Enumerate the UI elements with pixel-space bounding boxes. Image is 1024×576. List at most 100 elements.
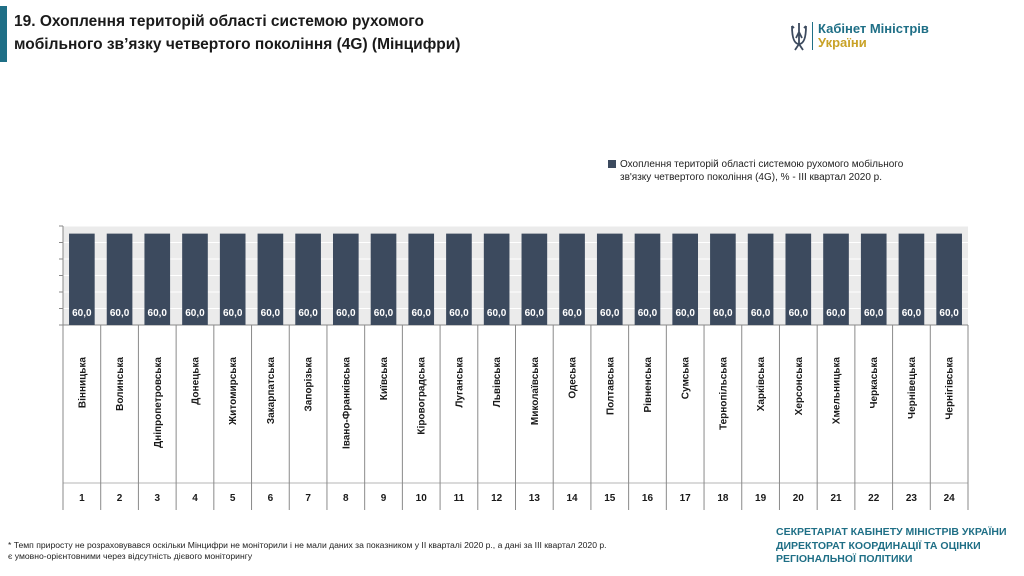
footnote: * Темп приросту не розраховувався оскіль…	[8, 540, 748, 562]
logo-separator	[812, 22, 813, 50]
data-label: 60,0	[826, 308, 846, 319]
category-number: 14	[567, 493, 579, 504]
data-label: 60,0	[374, 308, 394, 319]
category-label: Рівненська	[643, 357, 654, 413]
category-number: 17	[680, 493, 692, 504]
bar	[219, 233, 246, 325]
data-label: 60,0	[562, 308, 582, 319]
category-label: Херсонська	[794, 357, 805, 416]
data-label: 60,0	[675, 308, 695, 319]
data-label: 60,0	[449, 308, 469, 319]
category-label: Черкаська	[869, 357, 880, 409]
category-number: 3	[154, 493, 160, 504]
category-label: Вінницька	[77, 357, 88, 409]
category-label: Харківська	[756, 357, 767, 412]
category-label: Луганська	[454, 357, 465, 408]
category-number: 22	[868, 493, 880, 504]
data-label: 60,0	[110, 308, 130, 319]
secretariat-line3: РЕГІОНАЛЬНОЇ ПОЛІТИКИ	[776, 553, 913, 565]
bar	[823, 233, 849, 325]
title-accent-bar	[0, 6, 7, 62]
footnote-line2: є умовно-орієнтовними через відсутність …	[8, 551, 253, 561]
data-label: 60,0	[600, 308, 620, 319]
category-label: Сумська	[681, 357, 692, 400]
bar	[182, 233, 208, 325]
bar	[257, 233, 284, 325]
data-label: 60,0	[411, 308, 431, 319]
category-number: 10	[416, 493, 428, 504]
category-label: Донецька	[190, 357, 201, 405]
cabinet-logo: Кабінет Міністрів України	[790, 20, 950, 54]
data-label: 60,0	[185, 308, 205, 319]
bar	[370, 233, 397, 325]
legend-label-line2: зв'язку четвертого покоління (4G), % - І…	[620, 172, 883, 183]
category-number: 21	[830, 493, 842, 504]
bar	[483, 233, 510, 325]
category-label: Тернопільська	[718, 357, 729, 430]
secretariat-line1: СЕКРЕТАРІАТ КАБІНЕТУ МІНІСТРІВ УКРАЇНИ	[776, 526, 1007, 538]
data-label: 60,0	[261, 308, 281, 319]
bar	[446, 233, 472, 325]
data-label: 60,0	[902, 308, 922, 319]
data-label: 60,0	[298, 308, 318, 319]
category-number: 9	[381, 493, 387, 504]
category-number: 6	[268, 493, 274, 504]
bar	[332, 233, 359, 325]
bar	[936, 233, 962, 325]
data-label: 60,0	[525, 308, 545, 319]
category-label: Полтавська	[605, 357, 616, 415]
bar	[106, 233, 133, 325]
secretariat-line2: ДИРЕКТОРАТ КООРДИНАЦІЇ ТА ОЦІНКИ	[776, 539, 981, 552]
data-label: 60,0	[487, 308, 507, 319]
bar	[144, 233, 171, 325]
category-label: Кіровоградська	[417, 357, 428, 435]
category-number: 5	[230, 493, 236, 504]
category-number: 8	[343, 493, 349, 504]
data-label: 60,0	[336, 308, 356, 319]
data-label: 60,0	[148, 308, 168, 319]
chart-legend: Охоплення територій області системою рух…	[608, 158, 938, 184]
category-number: 18	[717, 493, 729, 504]
category-label: Івано-Франківська	[341, 357, 352, 449]
category-label: Чернівецька	[907, 357, 918, 419]
bar	[521, 233, 548, 325]
category-number: 4	[192, 493, 198, 504]
bar	[672, 233, 699, 325]
bar	[559, 233, 585, 325]
trident-icon	[791, 23, 807, 51]
category-number: 2	[117, 493, 123, 504]
data-label: 60,0	[638, 308, 658, 319]
footnote-line1: * Темп приросту не розраховувався оскіль…	[8, 540, 607, 550]
page-title-line1: 19. Охоплення територій області системою…	[14, 13, 425, 30]
data-label: 60,0	[72, 308, 92, 319]
legend-label-line1: Охоплення територій області системою рух…	[620, 159, 904, 170]
category-label: Чернігівська	[945, 357, 956, 420]
category-label: Закарпатська	[266, 357, 277, 425]
category-number: 15	[604, 493, 616, 504]
bar	[69, 233, 95, 325]
category-number: 7	[305, 493, 311, 504]
category-label: Київська	[379, 357, 390, 401]
category-label: Львівська	[492, 357, 503, 408]
bar	[295, 233, 321, 325]
category-number: 23	[906, 493, 918, 504]
category-number: 12	[491, 493, 503, 504]
category-number: 13	[529, 493, 541, 504]
data-label: 60,0	[751, 308, 771, 319]
category-number: 11	[454, 493, 465, 504]
bar	[408, 233, 435, 325]
bar	[596, 233, 623, 325]
page-title: 19. Охоплення територій області системою…	[14, 10, 714, 56]
data-label: 60,0	[939, 308, 959, 319]
page-title-line2: мобільного зв’язку четвертого покоління …	[14, 36, 461, 53]
category-number: 19	[755, 493, 767, 504]
category-number: 1	[79, 493, 85, 504]
category-number: 20	[793, 493, 805, 504]
data-label: 60,0	[223, 308, 243, 319]
logo-text: Кабінет Міністрів України	[818, 22, 929, 50]
bar	[785, 233, 812, 325]
logo-line2: України	[818, 35, 867, 50]
bar	[634, 233, 661, 325]
bar	[860, 233, 887, 325]
